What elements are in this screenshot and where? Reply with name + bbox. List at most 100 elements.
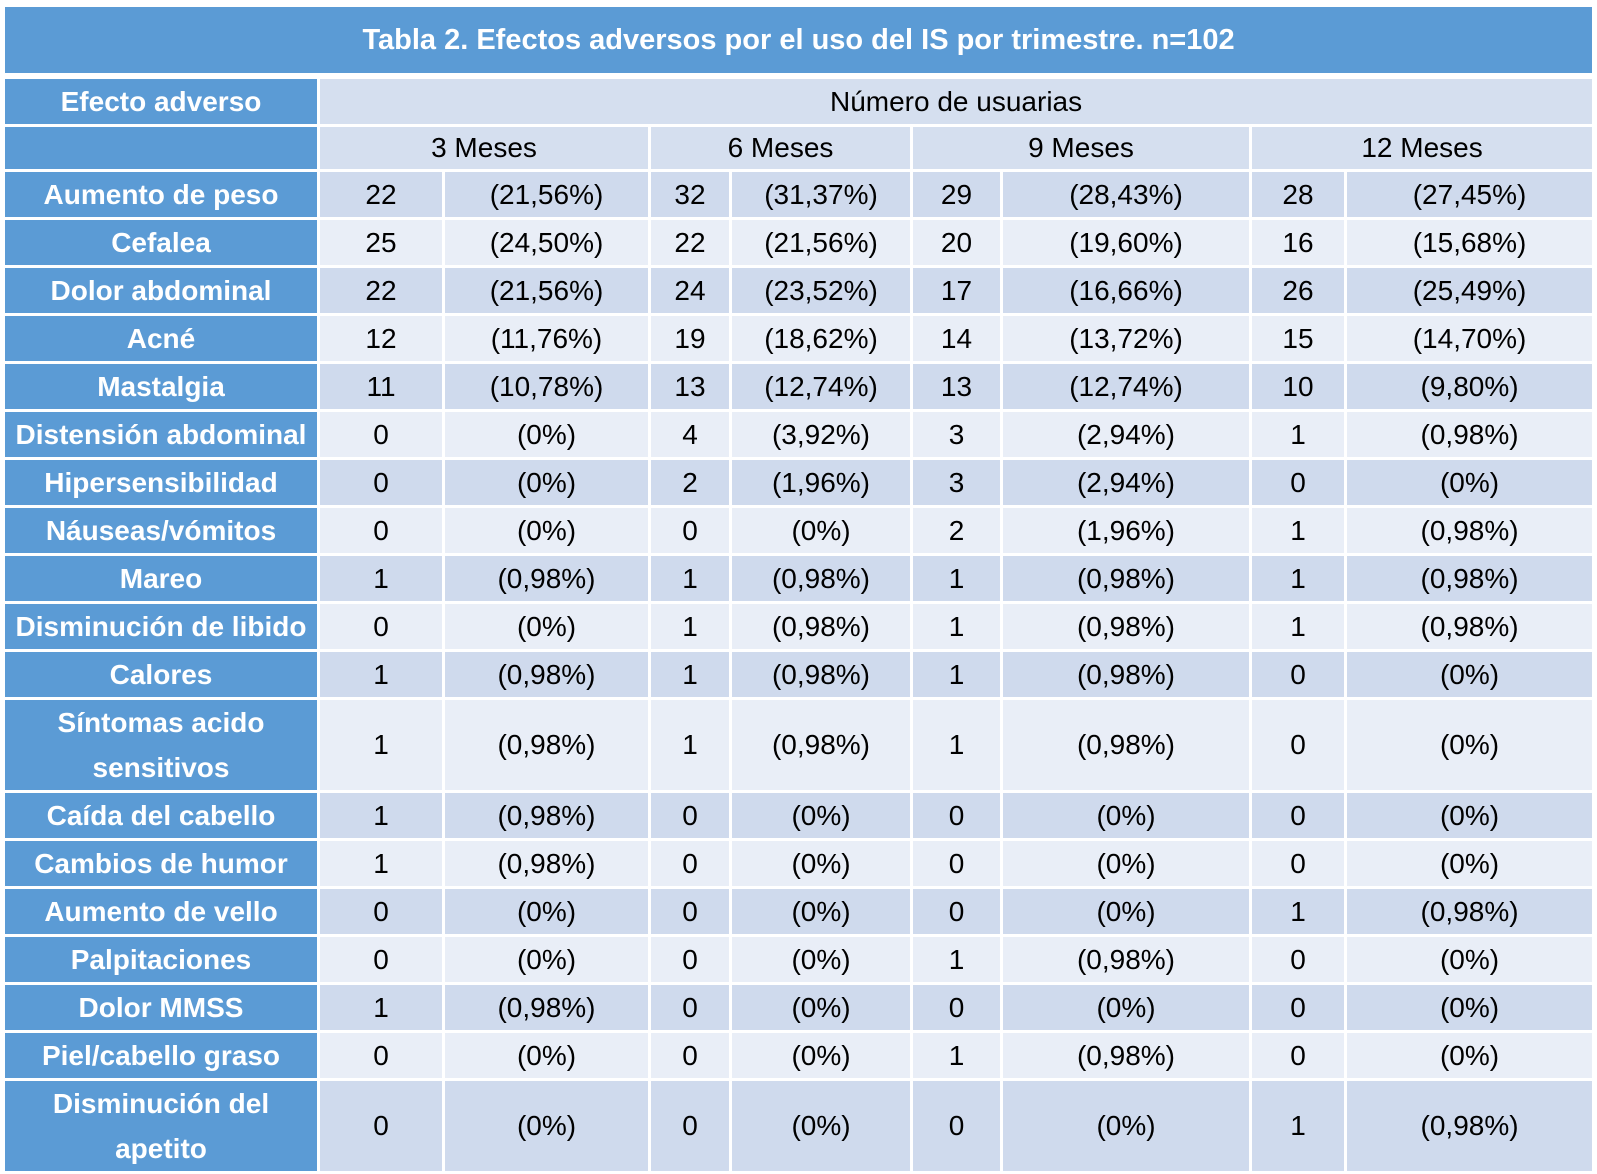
percent-cell: (0,98%) xyxy=(1000,697,1252,793)
percent-cell: (0%) xyxy=(1000,886,1252,937)
percent-cell: (1,96%) xyxy=(1000,505,1252,556)
count-cell: 1 xyxy=(317,790,445,841)
count-cell: 0 xyxy=(1249,838,1347,889)
row-label: Mastalgia xyxy=(2,361,320,412)
table-row: Dolor abdominal 22 (21,56%) 24 (23,52%) 17 (16… xyxy=(2,265,1596,316)
row-label: Disminución de libido xyxy=(2,601,320,652)
count-cell: 0 xyxy=(648,505,732,556)
count-cell: 25 xyxy=(317,217,445,268)
table-row: Cambios de humor 1 (0,98%) 0 (0%) 0 (0%) 0 (0%) xyxy=(2,838,1596,889)
row-label: Disminución del apetito xyxy=(2,1078,320,1174)
count-cell: 29 xyxy=(910,169,1003,220)
percent-cell: (28,43%) xyxy=(1000,169,1252,220)
count-cell: 0 xyxy=(648,934,732,985)
count-cell: 0 xyxy=(1249,934,1347,985)
table-body: Aumento de peso 22 (21,56%) 32 (31,37%) 29 (28… xyxy=(2,169,1596,1174)
table-row: Náuseas/vómitos 0 (0%) 0 (0%) 2 (1,96%) 1 (0,98%… xyxy=(2,505,1596,556)
percent-cell: (0%) xyxy=(1343,934,1596,985)
count-cell: 0 xyxy=(317,505,445,556)
row-label: Síntomas acido sensitivos xyxy=(2,697,320,793)
count-cell: 1 xyxy=(317,649,445,700)
count-cell: 1 xyxy=(1249,553,1347,604)
percent-cell: (0%) xyxy=(1343,649,1596,700)
percent-cell: (0%) xyxy=(729,886,913,937)
percent-cell: (0%) xyxy=(442,409,651,460)
percent-cell: (0,98%) xyxy=(442,838,651,889)
table-row: Aumento de vello 0 (0%) 0 (0%) 0 (0%) 1 (0,98%) xyxy=(2,886,1596,937)
count-cell: 0 xyxy=(648,982,732,1033)
percent-cell: (0,98%) xyxy=(1343,553,1596,604)
count-cell: 3 xyxy=(910,457,1003,508)
percent-cell: (12,74%) xyxy=(729,361,913,412)
count-cell: 1 xyxy=(1249,886,1347,937)
percent-cell: (10,78%) xyxy=(442,361,651,412)
percent-cell: (15,68%) xyxy=(1343,217,1596,268)
percent-cell: (0%) xyxy=(442,1030,651,1081)
percent-cell: (0%) xyxy=(1000,982,1252,1033)
count-cell: 0 xyxy=(648,790,732,841)
count-cell: 1 xyxy=(317,982,445,1033)
percent-cell: (0,98%) xyxy=(442,553,651,604)
row-label: Palpitaciones xyxy=(2,934,320,985)
count-cell: 1 xyxy=(317,838,445,889)
count-cell: 1 xyxy=(1249,409,1347,460)
count-cell: 1 xyxy=(910,601,1003,652)
count-cell: 0 xyxy=(910,1078,1003,1174)
count-cell: 13 xyxy=(910,361,1003,412)
percent-cell: (0,98%) xyxy=(1000,934,1252,985)
percent-cell: (0%) xyxy=(442,934,651,985)
percent-cell: (3,92%) xyxy=(729,409,913,460)
count-cell: 22 xyxy=(317,265,445,316)
count-cell: 0 xyxy=(648,838,732,889)
table-row: Aumento de peso 22 (21,56%) 32 (31,37%) 29 (28… xyxy=(2,169,1596,220)
percent-cell: (0%) xyxy=(1000,790,1252,841)
percent-cell: (1,96%) xyxy=(729,457,913,508)
percent-cell: (13,72%) xyxy=(1000,313,1252,364)
row-label: Dolor abdominal xyxy=(2,265,320,316)
count-cell: 0 xyxy=(317,1030,445,1081)
table-row: Piel/cabello graso 0 (0%) 0 (0%) 1 (0,98%) 0 (0%… xyxy=(2,1030,1596,1081)
period-header-9-months: 9 Meses xyxy=(910,124,1252,172)
count-cell: 11 xyxy=(317,361,445,412)
count-cell: 4 xyxy=(648,409,732,460)
count-cell: 16 xyxy=(1249,217,1347,268)
percent-cell: (0,98%) xyxy=(1000,1030,1252,1081)
period-header-3-months: 3 Meses xyxy=(317,124,651,172)
percent-cell: (2,94%) xyxy=(1000,457,1252,508)
count-cell: 32 xyxy=(648,169,732,220)
percent-cell: (21,56%) xyxy=(442,169,651,220)
percent-cell: (0%) xyxy=(1343,790,1596,841)
percent-cell: (0,98%) xyxy=(729,553,913,604)
count-cell: 15 xyxy=(1249,313,1347,364)
table-row: Caída del cabello 1 (0,98%) 0 (0%) 0 (0%) 0 (0%) xyxy=(2,790,1596,841)
row-label: Dolor MMSS xyxy=(2,982,320,1033)
count-cell: 0 xyxy=(1249,697,1347,793)
count-cell: 0 xyxy=(648,1078,732,1174)
percent-cell: (0%) xyxy=(729,505,913,556)
percent-cell: (0,98%) xyxy=(1000,649,1252,700)
row-label: Aumento de peso xyxy=(2,169,320,220)
percent-cell: (16,66%) xyxy=(1000,265,1252,316)
table-row: Disminución de libido 0 (0%) 1 (0,98%) 1 (0,98… xyxy=(2,601,1596,652)
percent-cell: (25,49%) xyxy=(1343,265,1596,316)
row-label: Cefalea xyxy=(2,217,320,268)
table-row: Distensión abdominal 0 (0%) 4 (3,92%) 3 (2,94%… xyxy=(2,409,1596,460)
count-cell: 1 xyxy=(1249,1078,1347,1174)
table-row: Mastalgia 11 (10,78%) 13 (12,74%) 13 (12,74%) 1… xyxy=(2,361,1596,412)
percent-cell: (31,37%) xyxy=(729,169,913,220)
count-cell: 12 xyxy=(317,313,445,364)
count-cell: 10 xyxy=(1249,361,1347,412)
row-label: Caída del cabello xyxy=(2,790,320,841)
count-cell: 0 xyxy=(648,886,732,937)
count-cell: 1 xyxy=(910,697,1003,793)
row-label: Acné xyxy=(2,313,320,364)
count-cell: 1 xyxy=(648,697,732,793)
percent-cell: (0,98%) xyxy=(1343,409,1596,460)
table-row: Mareo 1 (0,98%) 1 (0,98%) 1 (0,98%) 1 (0,98%) xyxy=(2,553,1596,604)
count-cell: 0 xyxy=(317,886,445,937)
count-cell: 13 xyxy=(648,361,732,412)
count-cell: 1 xyxy=(1249,601,1347,652)
count-cell: 22 xyxy=(317,169,445,220)
percent-cell: (11,76%) xyxy=(442,313,651,364)
percent-cell: (0,98%) xyxy=(442,982,651,1033)
